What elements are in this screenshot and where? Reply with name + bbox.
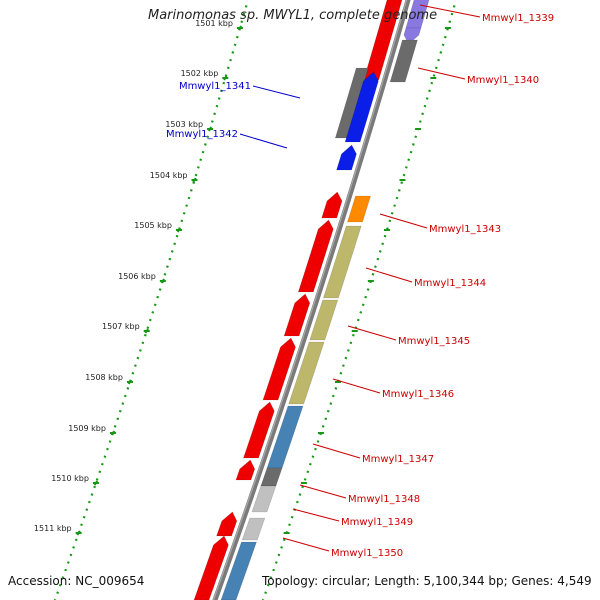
gene-feature-mmwyl1-1347b-red [235,459,256,481]
gene-label-leader [417,67,466,80]
gene-feature-mmwyl1-1348 [260,467,283,487]
gene-feature-mmwyl1-1343-red [321,191,343,219]
tick-label: 1507 kbp [102,322,140,331]
gene-feature-mmwyl1-1344-red [297,219,334,293]
gene-label-leader [292,508,340,522]
kbp-ticks: 1501 kbp 1502 kbp 1503 kbp 1504 kbp 1505 kbp… [34,19,451,536]
gene-feature-mmwyl1-1343 [347,195,371,223]
gene-label-leader [239,133,288,149]
tick-label: 1502 kbp [181,69,219,78]
genome-backbone [212,0,411,600]
gene-label-leader [282,537,330,552]
gene-label-leader [419,4,481,18]
tick-label: 1511 kbp [34,524,72,533]
gene-feature-mmwyl1-1340 [389,39,418,83]
tick-label: 1509 kbp [68,424,106,433]
gene-label: Mmwyl1_1345 [398,336,470,347]
tick-label: 1510 kbp [51,474,89,483]
gene-feature-mmwyl1-1344 [322,225,362,299]
gene-feature-mmwyl1-1345-red [283,293,311,337]
gene-label-leader [299,484,347,499]
backbone-highlight [212,0,408,600]
gene-label-leader [332,378,381,394]
tick-label: 1504 kbp [150,171,188,180]
gene-feature-mmwyl1-1350-blue [220,541,257,600]
gene-label: Mmwyl1_1344 [414,278,486,289]
gene-feature-mmwyl1-1350 [241,517,266,541]
gene-feature-mmwyl1-1346 [288,341,325,405]
gene-label: Mmwyl1_1347 [362,454,434,465]
gene-label: Mmwyl1_1340 [467,75,539,86]
gene-feature-mmwyl1-1341 [344,71,379,143]
gene-label: Mmwyl1_1346 [382,389,454,400]
gene-label-leader [312,443,361,459]
tick-label: 1508 kbp [85,373,123,382]
gene-labels: Mmwyl1_1339 Mmwyl1_1340 Mmwyl1_1341 Mmwyl1_… [166,4,554,559]
gene-feature-mmwyl1-1342 [336,144,357,171]
gene-feature-mmwyl1-1345 [309,299,339,341]
gene-label-leader [252,85,301,99]
accession-text: Accession: NC_009654 [8,574,145,588]
gene-label: Mmwyl1_1349 [341,517,413,528]
gene-feature-mmwyl1-1350-red [193,535,229,600]
map-title: Marinomonas sp. MWYL1, complete genome [148,8,438,23]
gene-feature-mmwyl1-1347-red [243,401,275,459]
gene-label-leader [347,325,397,341]
gene-feature-mmwyl1-1349 [251,485,277,513]
gene-label: Mmwyl1_1341 [179,81,251,92]
gene-feature-mmwyl1-1346-red [262,337,296,401]
gene-features [193,0,430,600]
gene-label: Mmwyl1_1348 [348,494,420,505]
backbone-line [212,0,411,600]
gene-feature-mmwyl1-1349-red [216,511,238,537]
gene-label-leader [379,213,428,229]
gene-label-leader [365,267,413,283]
tick-label: 1503 kbp [165,120,203,129]
gene-label: Mmwyl1_1342 [166,129,238,140]
tick-label: 1505 kbp [134,221,172,230]
gene-label: Mmwyl1_1339 [482,13,554,24]
gene-label: Mmwyl1_1343 [429,224,501,235]
topology-text: Topology: circular; Length: 5,100,344 bp… [262,574,592,588]
tick-label: 1506 kbp [118,272,156,281]
tick-label: 1501 kbp [195,19,233,28]
gene-label: Mmwyl1_1350 [331,548,403,559]
